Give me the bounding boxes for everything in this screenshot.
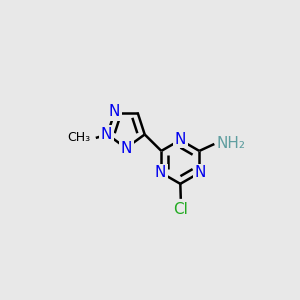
Text: N: N [195, 165, 206, 180]
Text: N: N [121, 141, 132, 156]
Text: N: N [109, 104, 120, 119]
Text: N: N [101, 127, 112, 142]
Text: NH₂: NH₂ [217, 136, 246, 151]
Text: N: N [155, 165, 166, 180]
Text: Cl: Cl [173, 202, 188, 217]
Text: CH₃: CH₃ [67, 131, 90, 144]
Text: N: N [175, 132, 186, 147]
